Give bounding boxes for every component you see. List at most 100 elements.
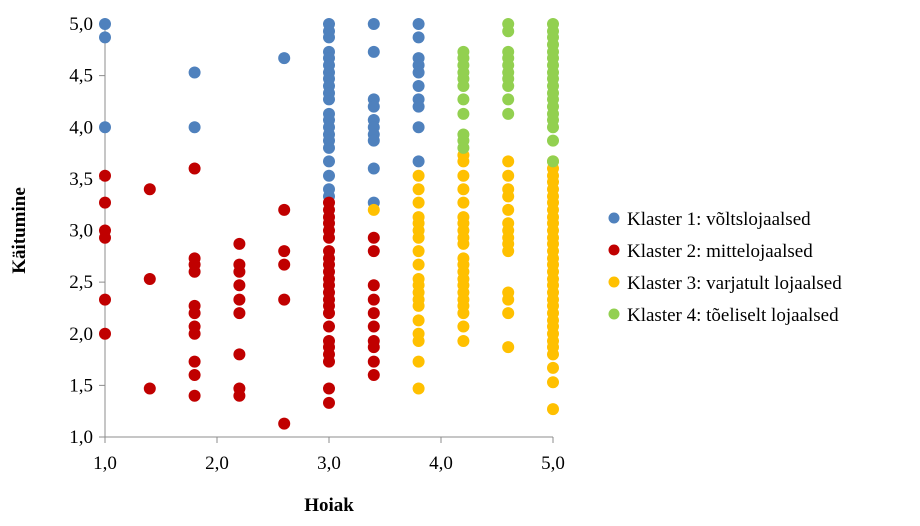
data-point-cluster-2 [367,320,380,333]
data-point-cluster-3 [457,334,470,347]
data-point-cluster-3 [457,183,470,196]
x-tick-label: 4,0 [429,453,453,474]
data-point-cluster-2 [278,293,291,306]
data-point-cluster-3 [412,355,425,368]
data-point-cluster-2 [99,327,111,340]
data-point-cluster-2 [323,355,335,368]
data-point-cluster-3 [457,169,470,182]
data-point-cluster-4 [457,141,470,154]
data-point-cluster-4 [457,107,470,120]
data-point-cluster-2 [99,231,111,244]
data-point-cluster-3 [547,361,559,374]
data-point-cluster-3 [457,237,470,250]
data-point-cluster-3 [457,307,470,320]
data-point-cluster-1 [367,45,380,58]
x-tick-label: 2,0 [205,453,229,474]
data-point-cluster-2 [323,231,335,244]
y-tick-label: 2,0 [69,324,93,345]
data-point-cluster-1 [188,121,201,134]
data-point-cluster-1 [323,155,335,168]
data-point-cluster-3 [412,258,425,271]
data-point-cluster-3 [502,341,515,354]
data-point-cluster-1 [323,141,335,154]
data-points [99,18,559,430]
data-point-cluster-3 [502,169,515,182]
data-point-cluster-3 [412,334,425,347]
data-point-cluster-1 [367,162,380,175]
x-tick-label: 5,0 [541,453,565,474]
data-point-cluster-1 [99,31,111,44]
legend-marker [608,276,620,288]
data-point-cluster-3 [502,155,515,168]
data-point-cluster-3 [502,245,515,258]
data-point-cluster-3 [457,196,470,209]
data-point-cluster-2 [188,162,201,175]
data-point-cluster-3 [412,169,425,182]
data-point-cluster-4 [502,25,515,38]
y-tick-label: 3,0 [69,221,93,242]
data-point-cluster-2 [233,293,246,306]
y-tick-label: 4,5 [69,66,93,87]
data-point-cluster-2 [367,293,380,306]
data-point-cluster-1 [188,66,201,79]
y-tick-label: 5,0 [69,14,93,35]
data-point-cluster-2 [278,417,291,430]
y-tick-label: 4,0 [69,117,93,138]
data-point-cluster-2 [143,382,156,395]
data-point-cluster-3 [547,376,559,389]
legend-marker [608,212,620,224]
data-point-cluster-2 [323,320,335,333]
data-point-cluster-2 [367,279,380,292]
data-point-cluster-1 [367,18,380,30]
data-point-cluster-2 [367,341,380,354]
data-point-cluster-2 [367,231,380,244]
data-point-cluster-2 [188,369,201,382]
data-point-cluster-2 [99,196,111,209]
data-point-cluster-2 [188,307,201,320]
data-point-cluster-3 [457,320,470,333]
data-point-cluster-3 [547,348,559,361]
data-point-cluster-1 [412,155,425,168]
axes: 1,0 1,5 2,0 2,5 3,0 3,5 4,0 4,5 5,0 1,0 2,0 3,0 4,0… [69,14,565,474]
data-point-cluster-1 [323,31,335,44]
legend-label: Klaster 4: tõeliselt lojaalsed [627,305,839,326]
data-point-cluster-1 [412,100,425,113]
data-point-cluster-3 [367,203,380,216]
x-axis-title: Hoiak [304,495,354,516]
data-point-cluster-2 [143,273,156,286]
data-point-cluster-3 [502,307,515,320]
data-point-cluster-2 [323,396,335,409]
data-point-cluster-4 [502,93,515,106]
data-point-cluster-1 [367,100,380,113]
legend-label: Klaster 1: võltslojaalsed [627,209,811,230]
data-point-cluster-3 [547,403,559,416]
y-tick-label: 3,5 [69,169,93,190]
data-point-cluster-1 [412,79,425,92]
data-point-cluster-1 [412,121,425,134]
legend-label: Klaster 3: varjatult lojaalsed [627,273,842,294]
data-point-cluster-1 [412,66,425,79]
data-point-cluster-3 [412,196,425,209]
data-point-cluster-3 [502,190,515,203]
legend: Klaster 1: võltslojaalsed Klaster 2: mitt… [608,209,842,326]
data-point-cluster-4 [547,121,559,134]
data-point-cluster-4 [547,155,559,168]
data-point-cluster-2 [188,327,201,340]
data-point-cluster-1 [99,18,111,30]
data-point-cluster-2 [323,307,335,320]
data-point-cluster-2 [233,265,246,278]
data-point-cluster-1 [367,134,380,147]
x-tick-label: 3,0 [317,453,341,474]
data-point-cluster-2 [233,237,246,250]
data-point-cluster-2 [367,307,380,320]
x-tick-label: 1,0 [93,453,117,474]
data-point-cluster-2 [143,183,156,196]
data-point-cluster-2 [367,369,380,382]
data-point-cluster-1 [323,93,335,106]
data-point-cluster-3 [502,203,515,216]
data-point-cluster-3 [412,245,425,258]
data-point-cluster-1 [412,31,425,44]
data-point-cluster-3 [412,183,425,196]
data-point-cluster-2 [233,389,246,402]
